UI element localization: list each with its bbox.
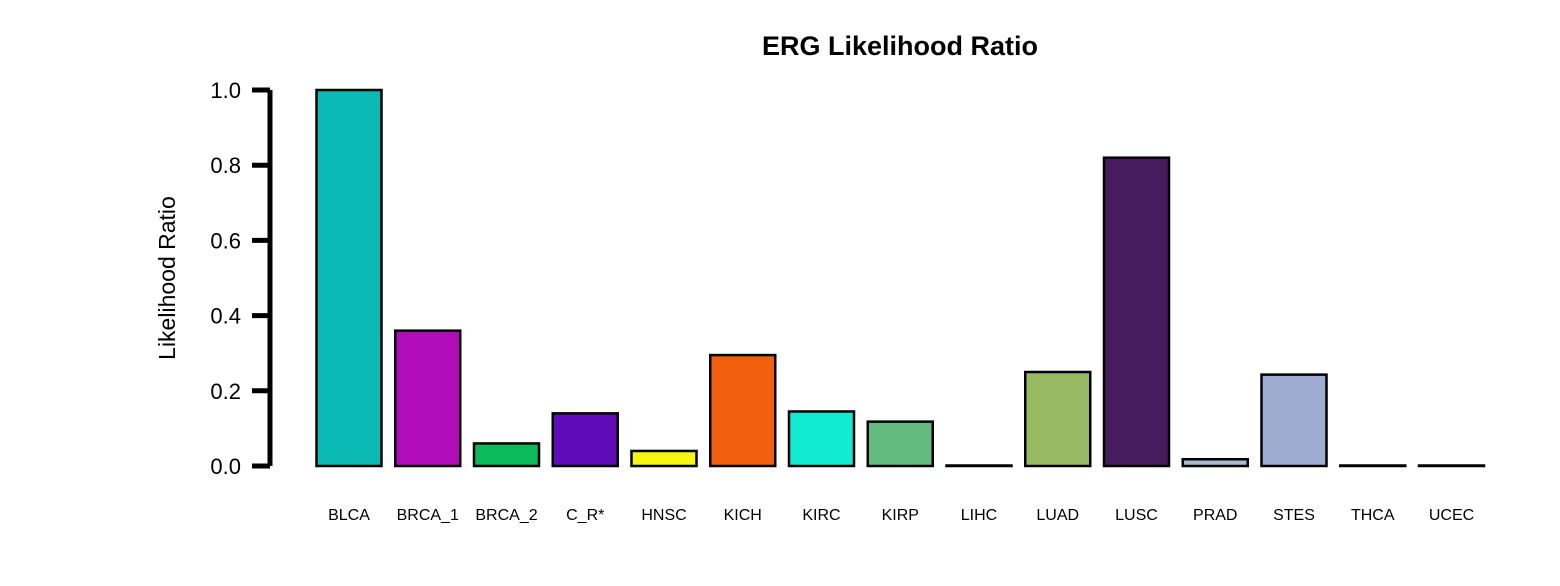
bar-brca-2 [472,442,541,468]
x-tick-label: LIHC [961,507,997,524]
x-tick-label: C_R* [566,507,604,524]
y-tick-label: 0.4 [210,304,241,329]
bar-luad [1024,370,1092,468]
y-tick-label: 1.0 [210,78,241,103]
y-tick-label: 0.8 [210,153,241,178]
x-tick-label: UCEC [1429,507,1474,524]
x-tick-label: KICH [724,507,762,524]
bar-c-r- [551,412,619,468]
bar-thca [1339,464,1407,468]
x-tick-label: HNSC [641,507,686,524]
bars [315,88,1486,468]
x-tick-label: THCA [1351,507,1395,524]
bar-prad [1181,457,1249,468]
x-tick-label: BRCA_2 [475,507,537,524]
bar-blca [315,88,383,468]
bar-lusc [1102,156,1171,468]
chart-title: ERG Likelihood Ratio [762,31,1038,61]
y-axis-label: Likelihood Ratio [154,196,180,360]
x-tick-label: STES [1273,507,1315,524]
bar-lihc [945,464,1013,468]
y-tick-label: 0.2 [210,379,241,404]
bar-kirp [866,420,934,468]
x-tick-label: LUSC [1115,507,1158,524]
x-tick-label: LUAD [1036,507,1079,524]
x-tick-label: KIRC [802,507,840,524]
y-tick-label: 0.0 [210,454,241,479]
bar-kich [709,353,777,468]
x-tick-label: KIRP [882,507,919,524]
x-tick-label: BRCA_1 [397,507,459,524]
x-tick-label: PRAD [1193,507,1237,524]
bar-ucec [1417,464,1486,468]
bar-hnsc [630,449,698,468]
x-tick-label: BLCA [328,507,370,524]
bar-stes [1260,373,1328,468]
bar-brca-1 [394,329,462,468]
y-tick-label: 0.6 [210,228,241,253]
y-axis: 0.0 0.2 0.4 0.6 0.8 1.0 [210,78,273,479]
x-tick-labels: BLCA BRCA_1 BRCA_2 C_R* HNSC KICH KIRC KIRP LIHC… [328,507,1474,524]
bar-kirc [787,410,856,468]
